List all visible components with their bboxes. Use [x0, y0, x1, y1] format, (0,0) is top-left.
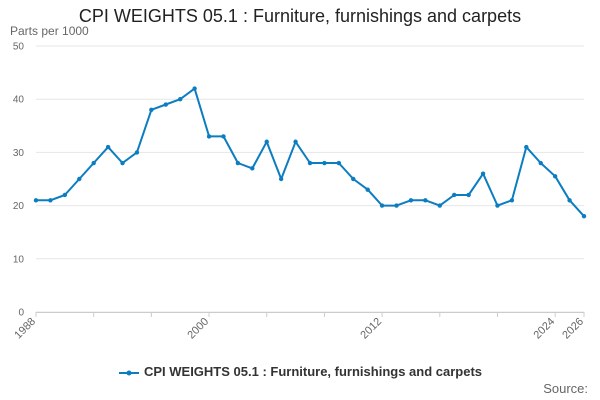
legend: CPI WEIGHTS 05.1 : Furniture, furnishing… — [0, 364, 600, 379]
data-point — [91, 160, 96, 166]
data-point — [163, 102, 168, 107]
data-point — [62, 192, 68, 198]
data-point — [120, 160, 125, 166]
data-point — [149, 107, 154, 113]
gridlines — [36, 45, 584, 313]
data-point — [567, 198, 572, 203]
data-point — [278, 176, 284, 182]
data-point — [538, 160, 543, 166]
x-tick-label: 1988 — [12, 316, 38, 342]
y-tick-label: 40 — [13, 95, 25, 106]
data-point — [408, 198, 414, 203]
data-point — [509, 198, 515, 203]
legend-label: CPI WEIGHTS 05.1 : Furniture, furnishing… — [143, 364, 483, 379]
data-point — [437, 203, 442, 208]
x-tick-label: 2026 — [560, 316, 586, 342]
data-point — [423, 198, 428, 203]
x-tick-label: 2024 — [531, 316, 557, 342]
data-point — [134, 150, 140, 155]
x-tick-label: 2000 — [185, 316, 211, 342]
data-point — [351, 176, 356, 182]
data-point — [379, 203, 385, 208]
data-point — [33, 198, 39, 203]
series-layer — [33, 86, 587, 219]
data-point — [105, 144, 111, 150]
x-tick-label: 2012 — [358, 316, 384, 342]
data-point — [206, 134, 212, 139]
data-point — [365, 187, 370, 192]
data-point — [480, 171, 486, 176]
data-point — [394, 203, 399, 208]
data-point — [48, 198, 53, 203]
chart-title: CPI WEIGHTS 05.1 : Furniture, furnishing… — [78, 6, 522, 26]
data-point — [581, 214, 587, 219]
y-tick-label: 0 — [18, 308, 24, 319]
data-point — [336, 160, 342, 166]
data-point — [466, 192, 471, 198]
data-point — [307, 160, 313, 166]
data-point — [264, 139, 269, 144]
data-point — [221, 134, 226, 139]
legend-marker-icon — [118, 370, 139, 376]
data-point — [192, 86, 197, 91]
data-point — [495, 203, 500, 208]
data-point — [524, 144, 529, 150]
source-label: Source: — [543, 381, 588, 396]
y-tick-label: 20 — [13, 201, 25, 212]
data-point — [293, 139, 298, 144]
data-point — [250, 166, 255, 171]
data-point — [235, 160, 241, 166]
y-axis: 0 10 20 30 40 50 — [13, 42, 25, 319]
data-point — [452, 192, 457, 198]
y-tick-label: 10 — [13, 254, 25, 265]
data-point — [77, 176, 82, 182]
y-tick-label: 50 — [13, 42, 25, 53]
y-tick-label: 30 — [13, 148, 25, 159]
data-point — [552, 174, 558, 179]
data-point — [322, 160, 327, 166]
y-axis-unit-label: Parts per 1000 — [10, 24, 89, 38]
x-axis: 1988 2000 2012 2024 2026 — [12, 312, 586, 341]
data-point — [178, 97, 183, 102]
